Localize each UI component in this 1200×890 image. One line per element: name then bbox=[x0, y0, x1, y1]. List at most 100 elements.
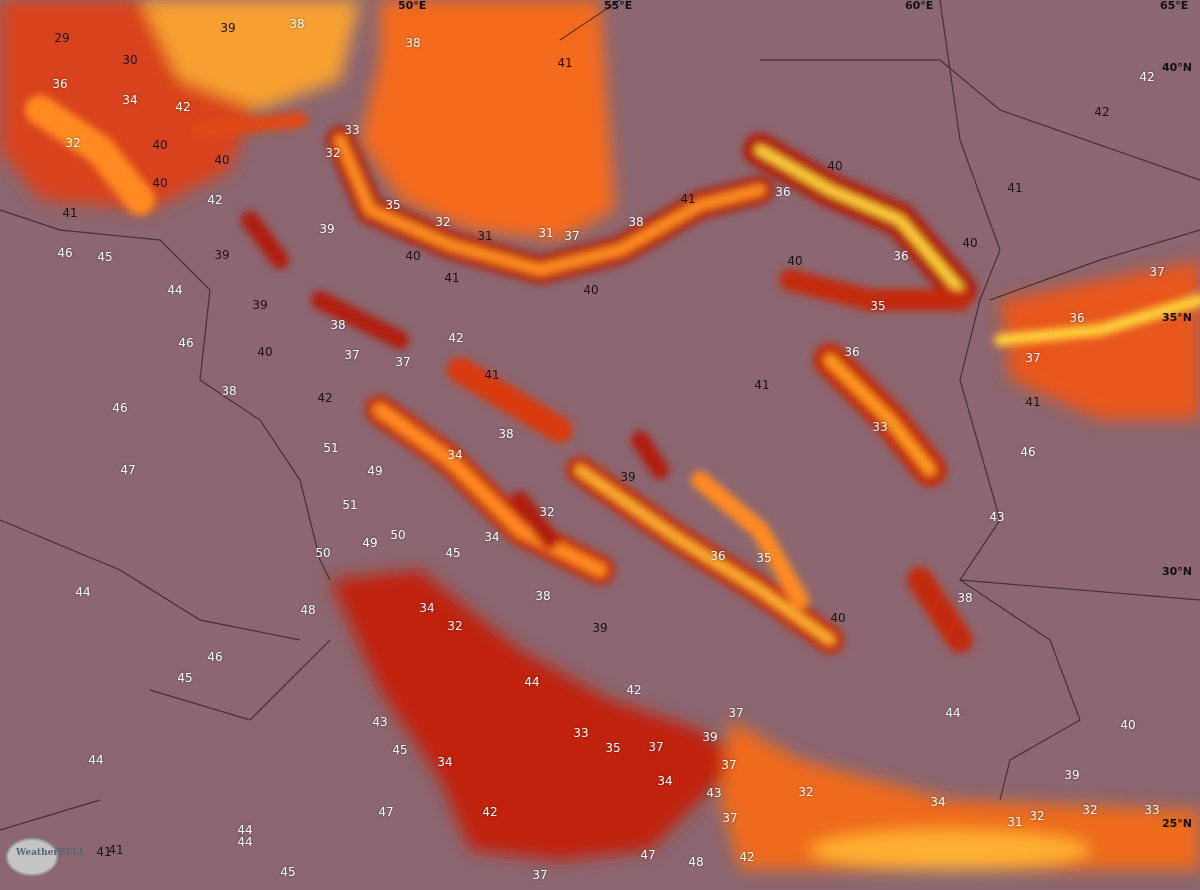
temperature-label: 51 bbox=[342, 498, 358, 512]
temperature-label: 38 bbox=[535, 589, 551, 603]
temperature-label: 34 bbox=[419, 601, 435, 615]
temperature-label: 39 bbox=[592, 621, 608, 635]
temperature-label: 38 bbox=[498, 427, 514, 441]
temperature-label: 32 bbox=[435, 215, 451, 229]
temperature-label: 40 bbox=[152, 138, 168, 152]
temperature-label: 38 bbox=[957, 591, 973, 605]
coordinate-label: 50°E bbox=[398, 0, 427, 12]
temperature-label: 40 bbox=[405, 249, 421, 263]
temperature-label: 38 bbox=[221, 384, 237, 398]
temperature-label: 42 bbox=[626, 683, 642, 697]
temperature-label: 42 bbox=[739, 850, 755, 864]
temperature-label: 44 bbox=[167, 283, 183, 297]
water-bodies bbox=[0, 0, 1200, 870]
temperature-label: 36 bbox=[775, 185, 791, 199]
temperature-label: 40 bbox=[827, 159, 843, 173]
temperature-label: 33 bbox=[1144, 803, 1160, 817]
temperature-label: 34 bbox=[657, 774, 673, 788]
temperature-label: 41 bbox=[1025, 395, 1041, 409]
temperature-label: 41 bbox=[96, 845, 112, 859]
temperature-label: 32 bbox=[539, 505, 555, 519]
temperature-label: 37 bbox=[1025, 351, 1041, 365]
temperature-label: 33 bbox=[872, 420, 888, 434]
temperature-label: 37 bbox=[532, 868, 548, 882]
temperature-label: 34 bbox=[122, 93, 138, 107]
temperature-label: 40 bbox=[257, 345, 273, 359]
temperature-label: 32 bbox=[65, 136, 81, 150]
temperature-label: 50 bbox=[315, 546, 331, 560]
temperature-label: 46 bbox=[1020, 445, 1036, 459]
temperature-label: 41 bbox=[680, 192, 696, 206]
temperature-label: 47 bbox=[120, 463, 136, 477]
logo-text: WeatherBELL bbox=[16, 848, 86, 858]
temperature-label: 36 bbox=[893, 249, 909, 263]
temperature-label: 41 bbox=[444, 271, 460, 285]
temperature-label: 32 bbox=[1082, 803, 1098, 817]
coordinate-label: 40°N bbox=[1162, 61, 1193, 74]
temperature-label: 32 bbox=[798, 785, 814, 799]
coordinate-label: 30°N bbox=[1162, 565, 1193, 578]
temperature-label: 33 bbox=[344, 123, 360, 137]
temperature-label: 42 bbox=[207, 193, 223, 207]
temperature-label: 32 bbox=[447, 619, 463, 633]
temperature-label: 29 bbox=[54, 31, 70, 45]
temperature-label: 48 bbox=[688, 855, 704, 869]
coordinate-label: 55°E bbox=[604, 0, 633, 12]
temperature-label: 37 bbox=[564, 229, 580, 243]
temperature-label: 32 bbox=[1029, 809, 1045, 823]
temperature-label: 48 bbox=[300, 603, 316, 617]
temperature-label: 39 bbox=[220, 21, 236, 35]
temperature-label: 33 bbox=[573, 726, 589, 740]
temperature-label: 44 bbox=[75, 585, 91, 599]
coordinate-label: 35°N bbox=[1162, 311, 1193, 324]
temperature-label: 47 bbox=[378, 805, 394, 819]
temperature-label: 46 bbox=[112, 401, 128, 415]
temperature-label: 35 bbox=[605, 741, 621, 755]
temperature-label: 45 bbox=[392, 743, 408, 757]
temperature-label: 46 bbox=[178, 336, 194, 350]
heat-streaks bbox=[25, 95, 1200, 654]
temperature-label: 44 bbox=[945, 706, 961, 720]
temperature-label: 38 bbox=[330, 318, 346, 332]
temperature-label: 46 bbox=[207, 650, 223, 664]
temperature-label: 49 bbox=[367, 464, 383, 478]
temperature-label: 40 bbox=[830, 611, 846, 625]
temperature-label: 36 bbox=[1069, 311, 1085, 325]
temperature-label: 36 bbox=[710, 549, 726, 563]
temperature-label: 41 bbox=[557, 56, 573, 70]
temperature-label: 40 bbox=[787, 254, 803, 268]
temperature-label: 43 bbox=[989, 510, 1005, 524]
temperature-label: 37 bbox=[395, 355, 411, 369]
temperature-label: 34 bbox=[437, 755, 453, 769]
temperature-label: 45 bbox=[177, 671, 193, 685]
temperature-label: 39 bbox=[252, 298, 268, 312]
temperature-label: 38 bbox=[289, 17, 305, 31]
temperature-label: 42 bbox=[482, 805, 498, 819]
temperature-label: 45 bbox=[280, 865, 296, 879]
coordinate-label: 60°E bbox=[905, 0, 934, 12]
temperature-label: 42 bbox=[317, 391, 333, 405]
temperature-label: 34 bbox=[930, 795, 946, 809]
temperature-label: 40 bbox=[962, 236, 978, 250]
temperature-label: 47 bbox=[640, 848, 656, 862]
temperature-label: 39 bbox=[702, 730, 718, 744]
temperature-label: 39 bbox=[1064, 768, 1080, 782]
temperature-label: 37 bbox=[1149, 265, 1165, 279]
temperature-label: 40 bbox=[583, 283, 599, 297]
temperature-label: 42 bbox=[1094, 105, 1110, 119]
temperature-label: 44 bbox=[237, 835, 253, 849]
temperature-label: 41 bbox=[1007, 181, 1023, 195]
coordinate-label: 25°N bbox=[1162, 817, 1193, 830]
temperature-label: 40 bbox=[1120, 718, 1136, 732]
temperature-label: 42 bbox=[175, 100, 191, 114]
temperature-label: 39 bbox=[214, 248, 230, 262]
temperature-label: 30 bbox=[122, 53, 138, 67]
temperature-label: 51 bbox=[323, 441, 339, 455]
temperature-label: 40 bbox=[152, 176, 168, 190]
temperature-label: 35 bbox=[870, 299, 886, 313]
temperature-label: 37 bbox=[648, 740, 664, 754]
temperature-label: 41 bbox=[754, 378, 770, 392]
temperature-label: 44 bbox=[524, 675, 540, 689]
borders bbox=[0, 0, 1200, 831]
temperature-label: 36 bbox=[844, 345, 860, 359]
